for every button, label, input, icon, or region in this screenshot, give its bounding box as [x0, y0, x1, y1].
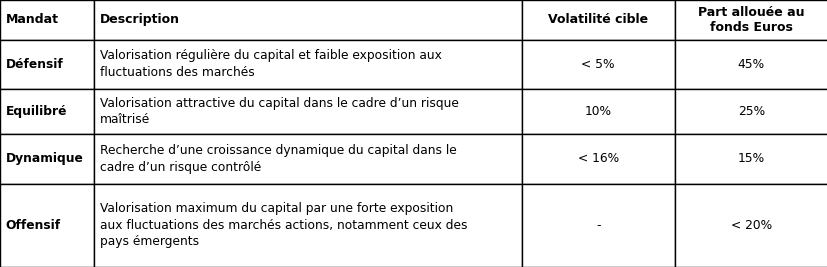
Text: Valorisation maximum du capital par une forte exposition
aux fluctuations des ma: Valorisation maximum du capital par une …	[100, 202, 467, 248]
Text: Equilibré: Equilibré	[6, 105, 67, 118]
Bar	[94, 134, 521, 184]
Bar	[0, 0, 94, 40]
Bar	[521, 134, 674, 184]
Bar	[521, 89, 674, 134]
Bar	[94, 89, 521, 134]
Bar	[521, 0, 674, 40]
Bar	[674, 184, 827, 267]
Text: < 5%: < 5%	[581, 58, 614, 71]
Text: 15%: 15%	[737, 152, 764, 166]
Text: Description: Description	[100, 13, 180, 26]
Text: Recherche d’une croissance dynamique du capital dans le
cadre d’un risque contrô: Recherche d’une croissance dynamique du …	[100, 144, 457, 174]
Text: Offensif: Offensif	[6, 219, 61, 232]
Text: < 20%: < 20%	[730, 219, 771, 232]
Bar	[94, 184, 521, 267]
Bar	[0, 134, 94, 184]
Text: Défensif: Défensif	[6, 58, 64, 71]
Text: -: -	[595, 219, 600, 232]
Bar	[521, 184, 674, 267]
Text: < 16%: < 16%	[577, 152, 618, 166]
Text: Valorisation régulière du capital et faible exposition aux
fluctuations des marc: Valorisation régulière du capital et fai…	[100, 49, 442, 79]
Bar	[674, 0, 827, 40]
Text: Part allouée au
fonds Euros: Part allouée au fonds Euros	[697, 6, 804, 34]
Text: Valorisation attractive du capital dans le cadre d’un risque
maîtrisé: Valorisation attractive du capital dans …	[100, 97, 458, 126]
Bar	[0, 184, 94, 267]
Text: 10%: 10%	[584, 105, 611, 118]
Text: Mandat: Mandat	[6, 13, 59, 26]
Bar	[0, 40, 94, 89]
Text: 25%: 25%	[737, 105, 764, 118]
Bar	[94, 40, 521, 89]
Text: Dynamique: Dynamique	[6, 152, 84, 166]
Bar	[674, 89, 827, 134]
Text: 45%: 45%	[737, 58, 764, 71]
Bar	[674, 40, 827, 89]
Bar	[94, 0, 521, 40]
Bar	[0, 89, 94, 134]
Text: Volatilité cible: Volatilité cible	[547, 13, 648, 26]
Bar	[521, 40, 674, 89]
Bar	[674, 134, 827, 184]
